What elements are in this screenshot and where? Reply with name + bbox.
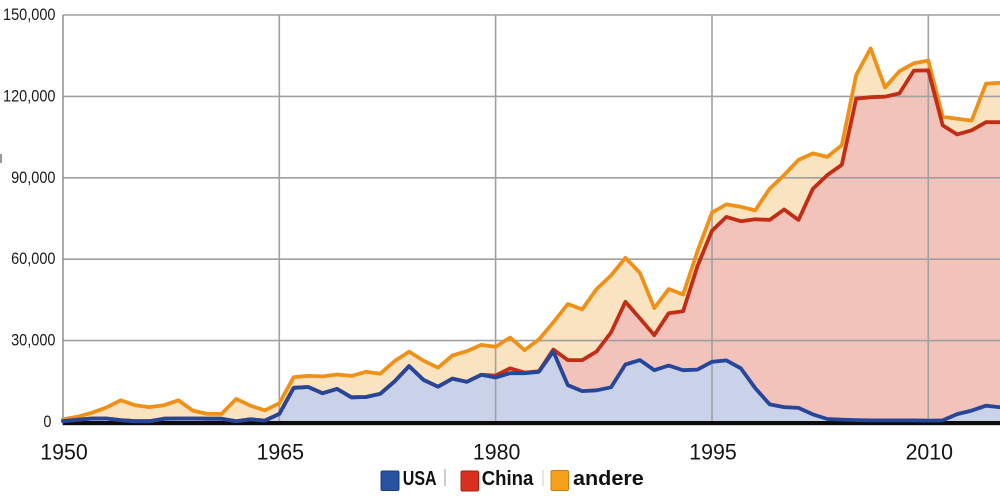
svg-text:120,000: 120,000	[3, 87, 56, 105]
svg-text:China: China	[482, 468, 534, 490]
svg-text:90,000: 90,000	[11, 169, 56, 187]
svg-text:1980: 1980	[473, 439, 520, 464]
svg-text:150,000: 150,000	[3, 6, 56, 24]
svg-text:1950: 1950	[40, 439, 87, 464]
svg-text:andere: andere	[573, 468, 644, 490]
svg-text:2010: 2010	[906, 439, 953, 464]
svg-text:USA: USA	[403, 467, 437, 489]
svg-text:0: 0	[43, 413, 51, 431]
svg-text:60,000: 60,000	[11, 250, 56, 268]
svg-text:1995: 1995	[689, 439, 736, 464]
svg-text:30,000: 30,000	[11, 332, 56, 350]
svg-text:1965: 1965	[257, 439, 304, 464]
